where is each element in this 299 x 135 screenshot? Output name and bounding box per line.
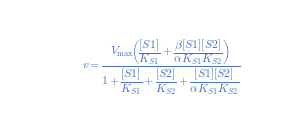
Text: $v = \dfrac{V_{\mathrm{max}}\!\left(\dfrac{[S1]}{K_{S1}} + \dfrac{\beta[S1][S2]}: $v = \dfrac{V_{\mathrm{max}}\!\left(\dfr…	[82, 38, 241, 97]
